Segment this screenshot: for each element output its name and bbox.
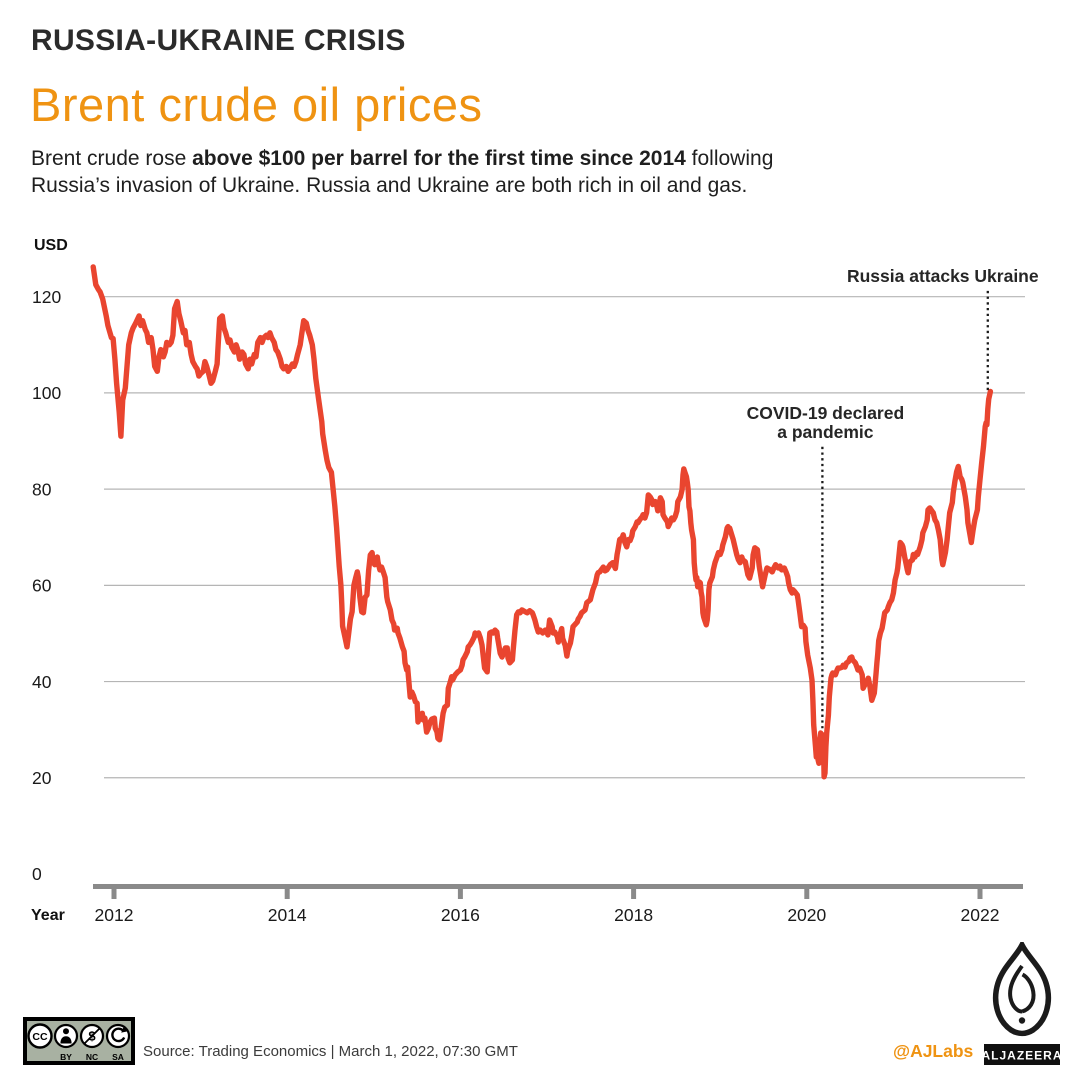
annotation-label-line: COVID-19 declared <box>747 403 905 423</box>
cc-by-label: BY <box>60 1052 72 1062</box>
x-axis-tick <box>977 884 983 899</box>
x-axis-tick <box>284 884 290 899</box>
intro-line-1: Brent crude rose above $100 per barrel f… <box>31 146 1011 173</box>
x-axis-tick <box>457 884 463 899</box>
intro-bold: above $100 per barrel for the first time… <box>192 147 686 170</box>
aljazeera-logo: ALJAZEERA <box>984 942 1060 1065</box>
cc-nc-icon: $ <box>79 1023 105 1049</box>
x-axis-tick <box>804 884 810 899</box>
x-axis-tick-label: 2014 <box>268 905 307 925</box>
source-attribution: Source: Trading Economics | March 1, 202… <box>143 1043 518 1060</box>
cc-sa-label: SA <box>112 1052 124 1062</box>
x-axis-tick-label: 2020 <box>787 905 826 925</box>
svg-text:ALJAZEERA: ALJAZEERA <box>984 1049 1060 1063</box>
aljazeera-wordmark: ALJAZEERA <box>984 1044 1060 1065</box>
x-axis-title: Year <box>31 907 65 924</box>
x-axis-tick-label: 2012 <box>95 905 134 925</box>
cc-nc-label: NC <box>86 1052 98 1062</box>
annotation-label: Russia attacks Ukraine <box>847 266 1039 286</box>
ajlabs-handle: @AJLabs <box>893 1041 974 1061</box>
y-axis-tick-label: 40 <box>32 672 52 692</box>
intro-pre: Brent crude rose <box>31 147 193 170</box>
x-axis-tick <box>111 884 117 899</box>
annotation-label-line: Russia attacks Ukraine <box>847 266 1039 286</box>
y-axis-title: USD <box>34 237 68 254</box>
y-axis-tick-label: 0 <box>32 864 42 884</box>
svg-text:CC: CC <box>32 1031 48 1043</box>
page-kicker: RUSSIA-UKRAINE CRISIS <box>31 24 406 57</box>
cc-license-badge: CC $ BY NC SA <box>23 1017 135 1065</box>
annotation-label-line: a pandemic <box>777 422 874 442</box>
x-axis-tick-label: 2022 <box>961 905 1000 925</box>
x-axis-tick-label: 2016 <box>441 905 480 925</box>
brent-price-line <box>90 264 994 780</box>
cc-sa-icon <box>105 1023 131 1049</box>
intro-text: Brent crude rose above $100 per barrel f… <box>31 146 1011 199</box>
y-axis-tick-label: 20 <box>32 768 52 788</box>
y-axis-tick-label: 120 <box>32 287 61 307</box>
x-axis-tick-label: 2018 <box>614 905 653 925</box>
page-title: Brent crude oil prices <box>30 78 483 131</box>
annotation-label: COVID-19 declared a pandemic <box>747 403 905 442</box>
intro-post: following <box>685 147 774 170</box>
x-axis-tick <box>631 884 637 899</box>
aljazeera-calligraphy-icon <box>992 942 1052 1037</box>
cc-by-icon <box>53 1023 79 1049</box>
plot-area: 0 20 40 60 80 100 120 2012 2014 2016 2018 2020 2022 R… <box>32 264 1039 925</box>
cc-icon: CC <box>27 1023 53 1049</box>
y-axis-tick-label: 60 <box>32 576 52 596</box>
y-axis-tick-label: 80 <box>32 479 52 499</box>
x-axis-line <box>93 884 1023 889</box>
y-axis-tick-label: 100 <box>32 383 61 403</box>
intro-line-2: Russia’s invasion of Ukraine. Russia and… <box>31 173 748 197</box>
